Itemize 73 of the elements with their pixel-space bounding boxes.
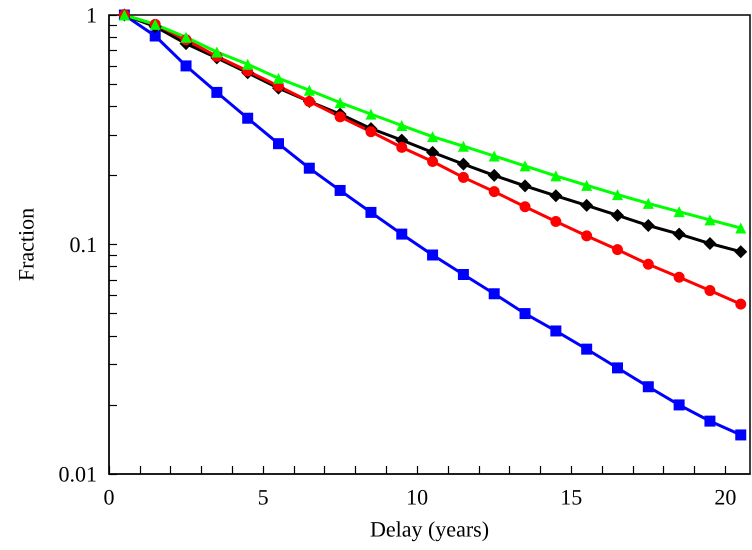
x-tick-label: 20 [714,484,736,510]
point [642,258,654,270]
point [396,142,408,153]
point [612,189,623,200]
point [704,285,716,296]
point [365,126,376,138]
point [488,186,500,198]
point [211,86,222,98]
point [365,108,376,120]
y-tick-label: 1 [86,2,97,28]
point [520,160,531,172]
point [488,150,500,162]
point [334,111,346,122]
point [456,158,470,171]
point [735,222,746,234]
x-tick-label: 0 [104,484,114,510]
point [704,214,716,226]
point [150,30,161,42]
point [427,250,438,260]
point [396,120,408,131]
point [612,244,623,256]
point [488,168,501,182]
point [550,170,562,182]
point [458,140,469,152]
point [612,362,623,374]
point [704,416,716,427]
point [674,206,685,218]
point [334,184,346,196]
x-tick-label: 15 [560,484,582,510]
point [427,131,438,142]
point [518,179,532,192]
point [180,32,192,43]
point [642,381,654,392]
y-tick-label: 0.01 [58,462,97,486]
point [581,230,592,242]
point [703,237,716,250]
point [365,206,376,218]
point [304,84,315,96]
point [272,72,284,84]
point [735,429,746,440]
point [580,198,594,212]
point [549,189,562,202]
point [674,399,685,410]
point [458,172,469,183]
y-tick-label: 0.1 [70,232,97,257]
point [674,272,685,283]
point [520,201,531,212]
point [427,156,438,167]
point [180,60,192,72]
point [672,228,686,241]
x-tick-label: 10 [406,484,428,510]
y-axis-title: Fraction [14,208,38,282]
point [242,112,254,124]
point [550,216,562,227]
point [334,97,346,108]
point [272,138,284,150]
point [642,198,654,209]
point [550,325,562,336]
point [458,269,469,280]
point [610,208,624,222]
point [488,288,500,300]
x-tick-label: 5 [258,484,269,510]
point [396,228,408,240]
point [735,298,746,310]
x-axis-title: Delay (years) [370,516,490,542]
point [520,308,531,320]
point [304,162,315,174]
point [242,58,254,70]
point [211,46,222,58]
point [642,219,655,232]
point [734,245,748,258]
point [581,344,592,355]
point [581,180,592,191]
